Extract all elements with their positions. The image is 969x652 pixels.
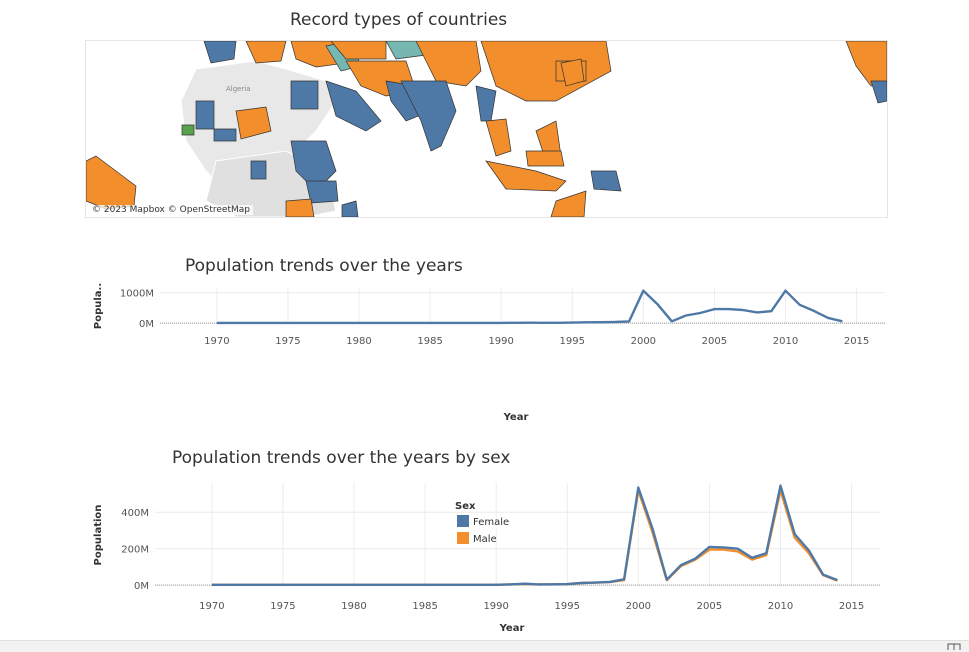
country-orange[interactable] (330, 41, 387, 60)
x-tick-label: 1975 (275, 336, 300, 347)
x-axis-label: Year (503, 412, 529, 423)
y-axis-label: Population (93, 505, 104, 566)
map-title: Record types of countries (290, 10, 508, 30)
x-tick-label: 1995 (560, 336, 585, 347)
x-tick-label: 2000 (631, 336, 656, 347)
country-orange[interactable] (86, 155, 137, 210)
country-orange[interactable] (525, 150, 565, 167)
x-tick-label: 1985 (412, 601, 437, 612)
y-tick-label: 0M (134, 581, 149, 592)
country-blue[interactable] (590, 170, 622, 192)
x-tick-label: 2010 (768, 601, 793, 612)
legend-swatch-male (457, 532, 469, 544)
series-line-male (211, 489, 838, 586)
country-blue[interactable] (195, 100, 215, 130)
map-country-label: Algeria (226, 85, 251, 93)
x-tick-label: 2015 (844, 336, 869, 347)
x-tick-label: 1990 (488, 336, 513, 347)
country-blue[interactable] (475, 85, 497, 122)
country-orange[interactable] (485, 160, 567, 192)
country-blue[interactable] (213, 128, 237, 142)
x-tick-label: 1980 (341, 601, 366, 612)
country-blue[interactable] (325, 80, 382, 132)
country-orange[interactable] (845, 41, 887, 87)
country-orange[interactable] (480, 41, 612, 102)
country-orange[interactable] (245, 41, 287, 64)
country-blue[interactable] (305, 180, 339, 204)
country-blue[interactable] (250, 160, 267, 180)
chart2-title: Population trends over the years by sex (172, 448, 511, 468)
x-tick-label: 1975 (270, 601, 295, 612)
country-orange[interactable] (285, 198, 315, 217)
country-orange[interactable] (415, 41, 482, 87)
footer-bar (0, 640, 969, 652)
country-green[interactable] (181, 124, 195, 136)
country-blue[interactable] (870, 80, 887, 104)
country-orange[interactable] (485, 118, 512, 157)
x-tick-label: 1980 (346, 336, 371, 347)
x-tick-label: 2010 (773, 336, 798, 347)
y-tick-label: 0M (139, 319, 154, 330)
series-line-female (211, 484, 838, 586)
chart1-title: Population trends over the years (185, 256, 463, 276)
y-tick-label: 200M (121, 545, 149, 556)
country-blue[interactable] (203, 41, 237, 64)
legend-label-female: Female (473, 517, 509, 528)
legend-label-male: Male (473, 534, 497, 545)
legend-swatch-female (457, 515, 469, 527)
y-tick-label: 400M (121, 508, 149, 519)
x-tick-label: 1995 (555, 601, 580, 612)
chart2-population-by-sex: 0M 200M 400M 1970 1975 1980 1985 1990 1995 2000 20… (93, 483, 880, 634)
map-attribution: © 2023 Mapbox © OpenStreetMap (89, 205, 253, 215)
country-orange[interactable] (550, 190, 587, 217)
country-orange[interactable] (235, 106, 272, 140)
series-line-population (216, 289, 843, 325)
x-axis-label: Year (499, 623, 525, 634)
country-map[interactable]: Algeria © 2023 Mapbox © OpenStreetMap (85, 40, 888, 218)
x-tick-label: 1990 (483, 601, 508, 612)
y-axis-label: Popula.. (93, 283, 104, 329)
map-canvas[interactable]: Algeria (86, 41, 887, 217)
x-tick-label: 2005 (702, 336, 727, 347)
chart1-population-line: 0M 1000M 1970 1975 1980 1985 1990 1995 2000 2005 2… (93, 283, 885, 423)
legend-title: Sex (455, 501, 476, 512)
x-tick-label: 1985 (417, 336, 442, 347)
x-tick-label: 2015 (839, 601, 864, 612)
expand-icon[interactable] (947, 642, 961, 651)
country-blue[interactable] (400, 80, 457, 152)
country-blue[interactable] (290, 80, 319, 110)
x-tick-label: 2005 (697, 601, 722, 612)
country-blue[interactable] (341, 200, 359, 217)
x-tick-label: 1970 (204, 336, 229, 347)
x-tick-label: 2000 (626, 601, 651, 612)
x-tick-label: 1970 (199, 601, 224, 612)
y-tick-label: 1000M (120, 289, 154, 300)
country-orange[interactable] (560, 58, 585, 87)
